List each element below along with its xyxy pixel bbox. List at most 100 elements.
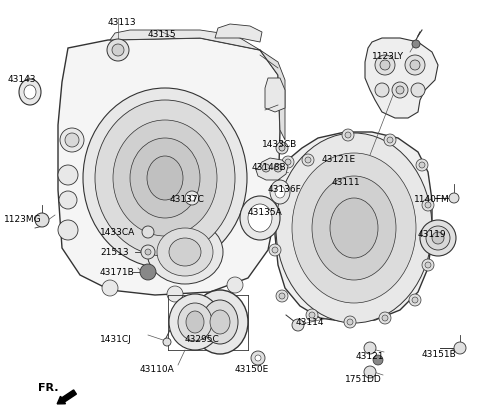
Circle shape <box>392 82 408 98</box>
Text: 1431CJ: 1431CJ <box>100 335 132 344</box>
Ellipse shape <box>312 176 396 280</box>
Ellipse shape <box>24 85 36 99</box>
Polygon shape <box>256 158 288 180</box>
Ellipse shape <box>19 79 41 105</box>
Polygon shape <box>365 38 438 118</box>
Circle shape <box>167 286 183 302</box>
Ellipse shape <box>202 300 238 344</box>
Circle shape <box>189 195 195 201</box>
Text: 43115: 43115 <box>148 30 177 39</box>
Circle shape <box>276 290 288 302</box>
Circle shape <box>140 264 156 280</box>
Circle shape <box>375 83 389 97</box>
Circle shape <box>432 232 444 244</box>
Text: 43110A: 43110A <box>140 365 175 374</box>
Circle shape <box>285 159 291 165</box>
Text: 43121: 43121 <box>356 352 384 361</box>
Circle shape <box>411 83 425 97</box>
Ellipse shape <box>276 133 432 323</box>
Circle shape <box>380 60 390 70</box>
Circle shape <box>274 164 282 172</box>
Circle shape <box>292 319 304 331</box>
Circle shape <box>305 157 311 163</box>
FancyArrow shape <box>57 390 76 404</box>
Ellipse shape <box>178 303 212 341</box>
Text: 1751DD: 1751DD <box>345 375 382 384</box>
Circle shape <box>59 191 77 209</box>
Circle shape <box>364 342 376 354</box>
Circle shape <box>449 193 459 203</box>
Circle shape <box>454 342 466 354</box>
Circle shape <box>306 309 318 321</box>
Circle shape <box>269 244 281 256</box>
Circle shape <box>419 162 425 168</box>
Text: 43111: 43111 <box>332 178 360 187</box>
Circle shape <box>275 187 281 193</box>
Circle shape <box>412 297 418 303</box>
Ellipse shape <box>147 220 223 284</box>
Ellipse shape <box>113 120 217 236</box>
Ellipse shape <box>210 310 230 334</box>
Text: 43143: 43143 <box>8 75 36 84</box>
Circle shape <box>425 202 431 208</box>
Circle shape <box>382 315 388 321</box>
Ellipse shape <box>248 204 272 232</box>
Text: 43121E: 43121E <box>322 155 356 164</box>
Polygon shape <box>110 30 260 50</box>
Ellipse shape <box>330 198 378 258</box>
Circle shape <box>410 60 420 70</box>
Text: 43295C: 43295C <box>185 335 220 344</box>
Circle shape <box>142 226 154 238</box>
Circle shape <box>342 129 354 141</box>
Circle shape <box>60 128 84 152</box>
Circle shape <box>227 277 243 293</box>
Circle shape <box>272 184 284 196</box>
Ellipse shape <box>270 180 290 204</box>
Circle shape <box>379 312 391 324</box>
Circle shape <box>282 156 294 168</box>
Circle shape <box>405 55 425 75</box>
Text: 1123MG: 1123MG <box>4 215 42 224</box>
Polygon shape <box>215 24 262 42</box>
Circle shape <box>255 355 261 361</box>
Circle shape <box>422 199 434 211</box>
Ellipse shape <box>292 153 416 303</box>
Ellipse shape <box>157 228 213 276</box>
Text: 43113: 43113 <box>108 18 137 27</box>
Circle shape <box>425 262 431 268</box>
Text: 43114: 43114 <box>296 318 324 327</box>
Circle shape <box>276 142 288 154</box>
Circle shape <box>373 355 383 365</box>
Circle shape <box>416 159 428 171</box>
Circle shape <box>302 154 314 166</box>
Text: FR.: FR. <box>38 383 59 393</box>
Circle shape <box>141 245 155 259</box>
Circle shape <box>409 294 421 306</box>
Circle shape <box>375 55 395 75</box>
Polygon shape <box>260 50 285 140</box>
Circle shape <box>65 133 79 147</box>
Ellipse shape <box>192 290 248 354</box>
Circle shape <box>272 247 278 253</box>
Circle shape <box>145 249 151 255</box>
Text: 1433CB: 1433CB <box>262 140 297 149</box>
Ellipse shape <box>169 238 201 266</box>
Ellipse shape <box>83 88 247 268</box>
Polygon shape <box>58 38 280 295</box>
Text: 43135A: 43135A <box>248 208 283 217</box>
Polygon shape <box>275 132 432 322</box>
Ellipse shape <box>240 196 280 240</box>
Text: 1140FM: 1140FM <box>414 195 450 204</box>
Ellipse shape <box>186 311 204 333</box>
Ellipse shape <box>169 294 221 350</box>
Ellipse shape <box>275 186 285 198</box>
Text: 43119: 43119 <box>418 230 446 239</box>
Circle shape <box>396 86 404 94</box>
Text: 43171B: 43171B <box>100 268 135 277</box>
Circle shape <box>384 134 396 146</box>
Text: 43151B: 43151B <box>422 350 457 359</box>
Polygon shape <box>265 78 285 112</box>
Ellipse shape <box>95 100 235 256</box>
Circle shape <box>107 39 129 61</box>
Circle shape <box>309 312 315 318</box>
